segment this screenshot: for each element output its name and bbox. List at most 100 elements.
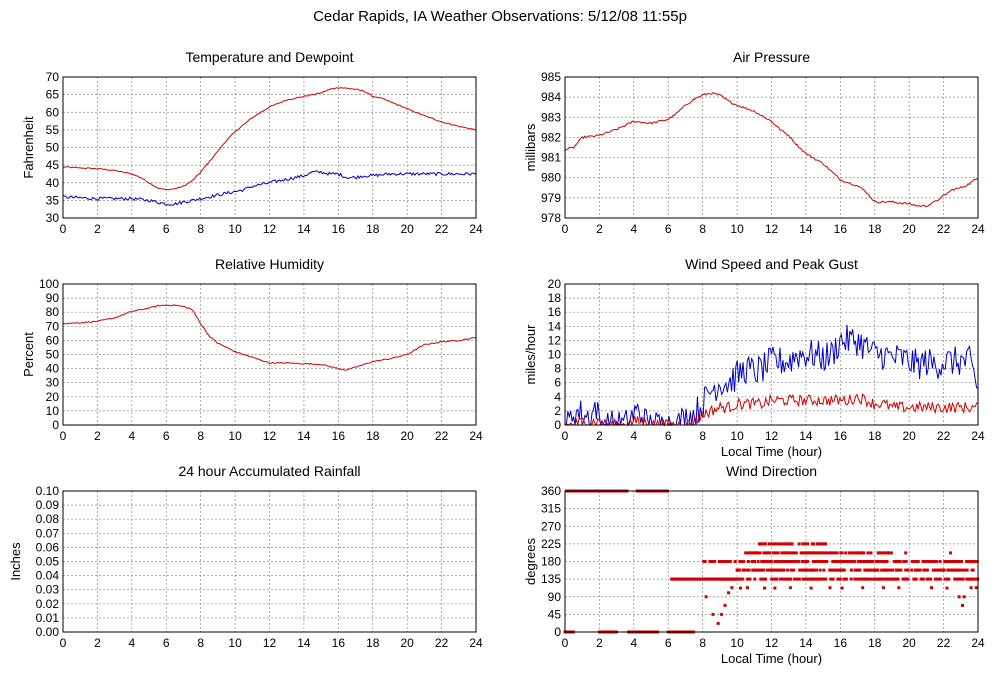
x-tick-label: 16	[834, 222, 848, 236]
data-point	[735, 577, 739, 581]
x-tick-label: 10	[228, 429, 242, 443]
data-point	[899, 568, 903, 572]
data-point	[839, 560, 843, 563]
data-point	[877, 560, 880, 563]
data-point	[837, 560, 841, 563]
data-point	[790, 551, 793, 555]
data-point	[776, 551, 780, 555]
y-tick-label: 8	[554, 362, 561, 376]
data-point	[934, 560, 938, 563]
data-point	[949, 551, 952, 555]
x-tick-label: 6	[665, 636, 672, 650]
data-point	[723, 603, 727, 607]
data-point	[721, 560, 725, 563]
y-tick-label: 12	[548, 333, 562, 347]
data-point	[947, 577, 951, 581]
data-point	[871, 560, 874, 563]
data-point	[858, 568, 862, 572]
y-tick-label: 0.05	[36, 555, 60, 569]
data-point	[759, 577, 763, 581]
data-point	[844, 577, 848, 581]
x-tick-label: 20	[902, 222, 916, 236]
data-point	[833, 551, 837, 555]
data-point	[865, 577, 869, 581]
data-point	[855, 577, 859, 581]
data-point	[824, 542, 828, 546]
x-tick-label: 12	[263, 636, 277, 650]
data-point	[847, 551, 851, 555]
data-point	[965, 568, 969, 572]
data-point	[922, 568, 926, 572]
x-tick-label: 10	[730, 636, 744, 650]
x-tick-label: 10	[228, 222, 242, 236]
x-tick-label: 24	[469, 636, 483, 650]
data-point	[798, 568, 802, 572]
y-axis-label: millibars	[523, 123, 538, 171]
x-tick-label: 14	[799, 222, 813, 236]
y-tick-label: 0.08	[36, 512, 60, 526]
x-tick-label: 20	[400, 222, 414, 236]
data-point	[862, 560, 866, 563]
data-point	[898, 560, 902, 563]
series-line	[565, 324, 979, 427]
data-point	[801, 568, 805, 572]
data-point	[849, 577, 853, 581]
y-tick-label: 0.03	[36, 583, 60, 597]
data-point	[812, 577, 816, 581]
data-point	[954, 577, 958, 581]
x-tick-label: 20	[902, 636, 916, 650]
y-tick-label: 180	[541, 555, 561, 569]
data-point	[781, 577, 784, 581]
x-tick-label: 0	[60, 636, 67, 650]
data-point	[812, 542, 816, 546]
data-point	[852, 551, 856, 555]
x-tick-label: 4	[630, 429, 637, 443]
data-point	[789, 577, 793, 581]
data-point	[713, 560, 717, 563]
data-point	[891, 568, 894, 572]
data-point	[765, 568, 769, 572]
x-tick-label: 22	[937, 222, 951, 236]
data-point	[770, 577, 774, 581]
x-tick-label: 22	[435, 429, 449, 443]
x-tick-label: 6	[665, 429, 672, 443]
x-axis-label: Local Time (hour)	[721, 444, 822, 459]
y-tick-label: 50	[46, 348, 60, 362]
x-tick-label: 8	[699, 222, 706, 236]
x-tick-label: 4	[630, 636, 637, 650]
data-point	[935, 577, 939, 581]
data-point	[774, 568, 778, 572]
data-point	[778, 560, 782, 563]
y-tick-label: 20	[46, 390, 60, 404]
y-tick-label: 0	[52, 418, 59, 432]
data-point	[801, 577, 805, 581]
x-tick-label: 14	[297, 429, 311, 443]
series-line	[564, 91, 979, 208]
data-point	[882, 577, 886, 581]
data-point	[792, 551, 796, 555]
data-point	[748, 577, 752, 581]
series-line	[62, 170, 477, 206]
y-tick-label: 983	[541, 110, 561, 124]
data-point	[832, 560, 836, 563]
x-tick-label: 14	[297, 636, 311, 650]
data-point	[758, 551, 762, 555]
x-tick-label: 12	[765, 222, 779, 236]
data-point	[797, 560, 801, 563]
x-axis-label: Local Time (hour)	[721, 651, 822, 666]
x-tick-label: 10	[730, 429, 744, 443]
x-tick-label: 8	[197, 222, 204, 236]
data-point	[719, 560, 723, 563]
data-point	[838, 577, 842, 581]
data-point	[925, 568, 929, 572]
y-axis-label: Percent	[21, 332, 36, 377]
data-point	[867, 577, 871, 581]
data-point	[741, 577, 745, 581]
y-tick-label: 60	[46, 105, 60, 119]
y-tick-label: 979	[541, 191, 561, 205]
y-tick-label: 20	[548, 277, 562, 291]
